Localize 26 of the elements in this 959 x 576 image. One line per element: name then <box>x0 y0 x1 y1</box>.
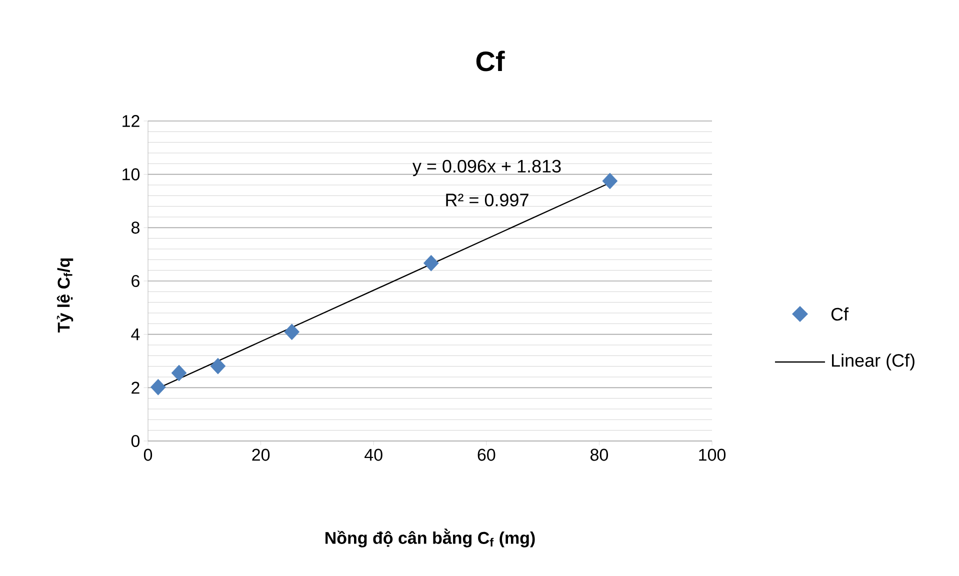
y-tick-label: 4 <box>131 328 140 340</box>
x-axis-title: Nồng độ cân bằng C$_{f}$ (mg) <box>326 528 535 548</box>
y-tick-label: 10 <box>122 168 140 180</box>
y-tick-label: 12 <box>122 115 140 127</box>
x-tick-label: 0 <box>144 448 152 461</box>
point <box>423 254 439 272</box>
point <box>150 378 166 396</box>
point <box>171 364 187 382</box>
y-tick-label: 2 <box>132 382 140 394</box>
x-tick-label: 100 <box>699 448 726 461</box>
annotation: y = 0.096x + 1.813 <box>412 160 561 176</box>
x-tick-label: 80 <box>590 448 608 461</box>
y-tick-label: 8 <box>131 222 140 234</box>
y-tick-label: 6 <box>132 274 140 288</box>
x-tick-label: 20 <box>252 448 270 461</box>
legend-label: Cf <box>831 307 849 321</box>
legend-label: Linear (Cf) <box>832 354 914 370</box>
x-tick-label: 40 <box>364 448 382 461</box>
chart-title: Cf <box>476 50 505 72</box>
y-tick-label: 0 <box>131 434 140 448</box>
point <box>284 324 300 340</box>
x-tick-label: 60 <box>478 448 496 461</box>
point <box>210 358 226 374</box>
annotation: R² = 0.997 <box>446 194 528 206</box>
y-axis-title: Tỷ lệ C$_{f}$/q <box>56 258 74 332</box>
point <box>602 172 618 190</box>
